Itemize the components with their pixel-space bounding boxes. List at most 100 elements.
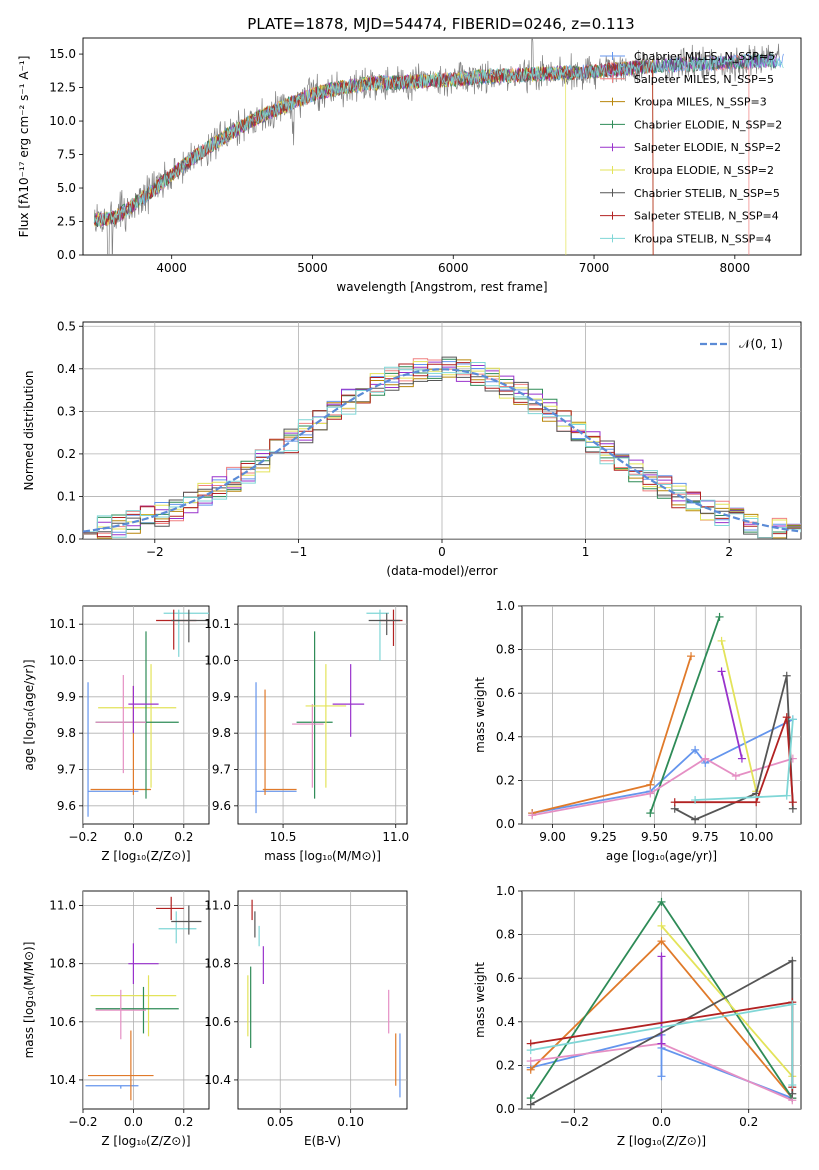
age_vs_Z-ytick-label: 10.1 <box>49 617 76 631</box>
spectrum-legend: Chabrier MILES, N_SSP=5 Salpeter MILES, N… <box>600 50 782 245</box>
mass_vs_Z-ylabel: mass [log₁₀(M/M⊙)] <box>22 942 36 1059</box>
age_vs_Z-ytick-label: 10.0 <box>49 654 76 668</box>
age_vs_mass-ytick-label: 10.0 <box>204 654 231 668</box>
age_vs_Z-xtick-label: 0.2 <box>174 830 193 844</box>
mass_vs_Z-plot-area <box>83 891 209 1109</box>
spectrum-ytick-label: 15.0 <box>49 47 76 61</box>
weight_vs_Z-ytick-label: 0.2 <box>496 1058 515 1072</box>
residuals-xtick-label: 2 <box>725 545 733 559</box>
gaussian-reference-line <box>83 368 799 533</box>
residual-histogram-line <box>83 361 801 539</box>
weight_vs_Z-xtick-label: −0.2 <box>560 1115 589 1129</box>
mass_vs_EBV-ytick-label: 10.8 <box>204 957 231 971</box>
residual-histogram-line <box>83 362 801 539</box>
weight_vs_age-ytick-label: 0.8 <box>496 643 515 657</box>
mass_vs_EBV-axes: 0.05 0.10 10.4 10.6 10.8 11.0 E(B-V) <box>204 890 408 1148</box>
mass_vs_Z-xlabel: Z [log₁₀(Z/Z⊙)] <box>101 1134 190 1148</box>
spectrum-ytick-label: 10.0 <box>49 114 76 128</box>
legend-label: Chabrier STELIB, N_SSP=5 <box>634 187 780 200</box>
weight_vs_age-ylabel: mass weight <box>473 677 487 753</box>
mass-weight-line <box>649 616 721 814</box>
age_vs_mass-ytick-label: 9.9 <box>212 690 231 704</box>
residuals-xtick-label: −2 <box>146 545 164 559</box>
age_vs_Z-xtick-label: 0.0 <box>124 830 143 844</box>
legend-label: Salpeter MILES, N_SSP=5 <box>634 73 774 86</box>
legend-label: Chabrier MILES, N_SSP=5 <box>634 50 775 63</box>
weight_vs_Z-xlabel: Z [log₁₀(Z/Z⊙)] <box>617 1134 706 1148</box>
spectrum-title: PLATE=1878, MJD=54474, FIBERID=0246, z=0… <box>247 15 634 33</box>
age_vs_mass-xtick-label: 10.5 <box>270 830 297 844</box>
legend-label: Kroupa MILES, N_SSP=3 <box>634 96 767 109</box>
weight_vs_Z-ytick-label: 1.0 <box>496 884 515 898</box>
weight_vs_Z-ylabel: mass weight <box>473 962 487 1038</box>
legend-label: Salpeter ELODIE, N_SSP=2 <box>634 141 781 154</box>
age_vs_Z-ytick-label: 9.8 <box>57 726 76 740</box>
weight_vs_Z-xtick-label: 0.2 <box>739 1115 758 1129</box>
mass_vs_Z-ytick-label: 11.0 <box>49 899 76 913</box>
weight_vs_age-plot-area <box>522 606 801 824</box>
mass_vs_EBV-plot-area <box>238 891 407 1109</box>
mass_vs_EBV-xtick-label: 0.05 <box>267 1115 294 1129</box>
weight_vs_Z-ytick-label: 0.4 <box>496 1015 515 1029</box>
residual-histogram-line <box>83 361 801 539</box>
age_vs_mass-frame <box>237 605 408 825</box>
weight_vs_age-xtick-label: 10.00 <box>739 830 773 844</box>
gaussian-legend-label: 𝒩(0, 1) <box>739 337 783 351</box>
weight_vs_age-xtick-label: 9.25 <box>590 830 617 844</box>
spectrum-xtick-label: 5000 <box>297 261 328 275</box>
mass_vs_Z-xtick-label: −0.2 <box>68 1115 97 1129</box>
residuals-ytick-label: 0.1 <box>57 489 76 503</box>
age_vs_mass-ytick-label: 9.6 <box>212 799 231 813</box>
mass_vs_Z-xtick-label: 0.2 <box>174 1115 193 1129</box>
spectrum-frame <box>82 37 802 256</box>
spectrum-axes: 4000 5000 6000 7000 8000 0.0 2.5 5.0 7.5 10.0 12.5… <box>17 37 802 294</box>
age_vs_mass-ytick-label: 9.8 <box>212 726 231 740</box>
residual-histogram-line <box>83 359 801 539</box>
legend-label: Chabrier ELODIE, N_SSP=2 <box>634 118 782 131</box>
age_vs_mass-axes: 10.5 11.0 9.6 9.7 9.8 9.9 10.0 10.1 mass [log₁₀(… <box>204 605 409 863</box>
model-spectrum-line <box>93 53 784 227</box>
weight_vs_Z-axes: −0.2 0.0 0.2 0.0 0.2 0.4 0.6 0.8 1.0 Z [log₁₀(Z/Z… <box>473 884 802 1148</box>
residuals-ytick-label: 0.5 <box>57 319 76 333</box>
mass_vs_EBV-xtick-label: 0.10 <box>337 1115 364 1129</box>
age_vs_Z-ytick-label: 9.7 <box>57 763 76 777</box>
spectrum-ytick-label: 12.5 <box>49 81 76 95</box>
residuals-plot-area <box>83 322 801 539</box>
mass_vs_EBV-xlabel: E(B-V) <box>304 1134 341 1148</box>
spectrum-xtick-label: 7000 <box>579 261 610 275</box>
spectrum-xtick-label: 4000 <box>156 261 187 275</box>
residual-histogram-line <box>83 358 801 539</box>
age_vs_mass-plot-area <box>238 606 407 824</box>
mass-weight-line <box>660 925 793 1077</box>
mass-weight-line <box>720 640 758 792</box>
weight_vs_Z-ytick-label: 0.6 <box>496 971 515 985</box>
age_vs_Z-ylabel: age [log₁₀(age/yr)] <box>22 659 36 770</box>
mass_vs_EBV-frame <box>237 890 408 1110</box>
legend-label: Salpeter STELIB, N_SSP=4 <box>634 210 779 223</box>
spectrum-ylabel: Flux [fλ10⁻¹⁷ erg cm⁻² s⁻¹ A⁻¹] <box>17 56 31 238</box>
weight_vs_Z-plot-area <box>522 891 801 1109</box>
mass_vs_Z-ytick-label: 10.8 <box>49 957 76 971</box>
weight_vs_age-xtick-label: 9.00 <box>539 830 566 844</box>
residuals-xtick-label: 0 <box>438 545 446 559</box>
weight_vs_age-ytick-label: 1.0 <box>496 599 515 613</box>
residuals-xlabel: (data-model)/error <box>386 564 497 578</box>
mass_vs_Z-xtick-label: 0.0 <box>124 1115 143 1129</box>
residual-histogram-line <box>83 362 801 539</box>
age_vs_mass-ytick-label: 10.1 <box>204 617 231 631</box>
spectrum-ytick-label: 5.0 <box>57 181 76 195</box>
weight_vs_Z-xtick-label: 0.0 <box>652 1115 671 1129</box>
weight_vs_Z-ytick-label: 0.8 <box>496 928 515 942</box>
residuals-ytick-label: 0.4 <box>57 362 76 376</box>
weight_vs_age-ytick-label: 0.0 <box>496 817 515 831</box>
mass_vs_Z-ytick-label: 10.4 <box>49 1073 76 1087</box>
weight_vs_age-ytick-label: 0.4 <box>496 730 515 744</box>
residuals-ylabel: Normed distribution <box>22 371 36 491</box>
age_vs_mass-xtick-label: 11.0 <box>382 830 409 844</box>
legend-label: Kroupa ELODIE, N_SSP=2 <box>634 164 774 177</box>
weight_vs_age-xtick-label: 9.75 <box>692 830 719 844</box>
age_vs_Z-axes: −0.2 0.0 0.2 9.6 9.7 9.8 9.9 10.0 10.1 Z [log₁₀(Z… <box>22 605 210 863</box>
spectrum-xtick-label: 6000 <box>438 261 469 275</box>
residuals-xtick-label: −1 <box>290 545 308 559</box>
age_vs_Z-xlabel: Z [log₁₀(Z/Z⊙)] <box>101 849 190 863</box>
